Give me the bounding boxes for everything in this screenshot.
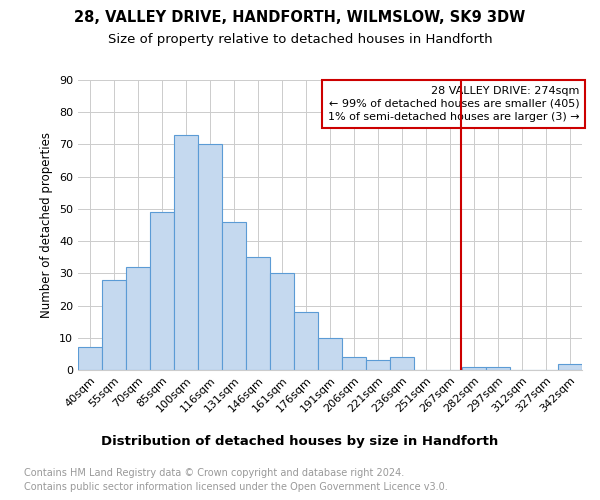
Bar [174,135,198,370]
Bar [198,144,222,370]
Text: Size of property relative to detached houses in Handforth: Size of property relative to detached ho… [107,32,493,46]
Y-axis label: Number of detached properties: Number of detached properties [40,132,53,318]
Text: Contains public sector information licensed under the Open Government Licence v3: Contains public sector information licen… [24,482,448,492]
Bar [342,357,366,370]
Bar [462,367,486,370]
Bar [558,364,582,370]
Bar [246,257,270,370]
Bar [102,280,126,370]
Text: 28 VALLEY DRIVE: 274sqm
← 99% of detached houses are smaller (405)
1% of semi-de: 28 VALLEY DRIVE: 274sqm ← 99% of detache… [328,86,580,122]
Bar [126,267,150,370]
Bar [78,348,102,370]
Bar [390,357,414,370]
Text: 28, VALLEY DRIVE, HANDFORTH, WILMSLOW, SK9 3DW: 28, VALLEY DRIVE, HANDFORTH, WILMSLOW, S… [74,10,526,25]
Bar [486,367,510,370]
Bar [366,360,390,370]
Bar [270,274,294,370]
Text: Contains HM Land Registry data © Crown copyright and database right 2024.: Contains HM Land Registry data © Crown c… [24,468,404,477]
Bar [318,338,342,370]
Bar [150,212,174,370]
Bar [294,312,318,370]
Bar [222,222,246,370]
Text: Distribution of detached houses by size in Handforth: Distribution of detached houses by size … [101,435,499,448]
